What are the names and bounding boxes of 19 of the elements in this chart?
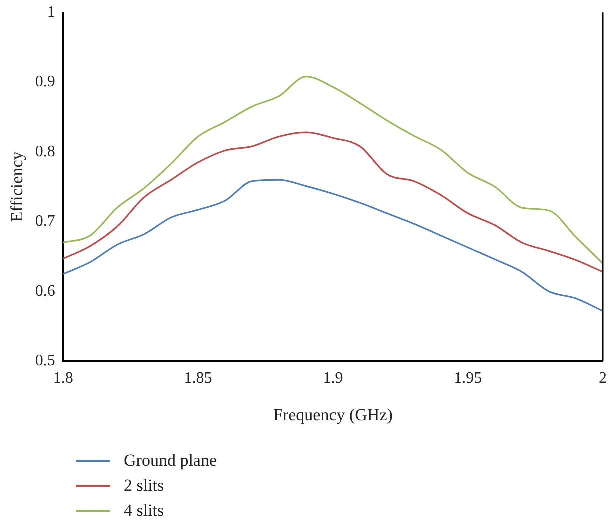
x-tick-label: 2 xyxy=(599,370,607,388)
legend-label: 4 slits xyxy=(124,500,164,520)
legend-label: 2 slits xyxy=(124,476,164,496)
x-tick-label: 1.95 xyxy=(454,370,482,388)
y-tick-label: 0.6 xyxy=(35,282,56,300)
x-tick-label: 1.85 xyxy=(184,370,212,388)
y-tick-label: 0.5 xyxy=(35,352,56,370)
x-tick-label: 1.8 xyxy=(53,370,74,388)
line-series xyxy=(63,179,603,312)
x-tick-label: 1.9 xyxy=(323,370,344,388)
legend-label: Ground plane xyxy=(124,450,218,470)
line-series xyxy=(63,132,603,273)
y-tick-label: 1 xyxy=(47,4,56,21)
y-tick-label: 0.9 xyxy=(35,74,56,91)
y-tick-label: 0.7 xyxy=(35,213,56,230)
x-axis-title: Frequency (GHz) xyxy=(273,405,393,424)
y-tick-label: 0.8 xyxy=(35,143,56,160)
line-series xyxy=(63,76,603,265)
y-axis-title: Efficiency xyxy=(8,151,27,222)
